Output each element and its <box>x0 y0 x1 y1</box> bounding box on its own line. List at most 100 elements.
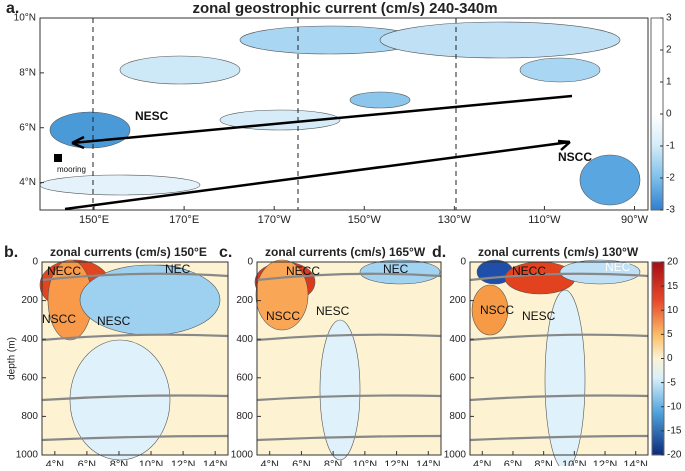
contour-region <box>69 339 171 461</box>
colorbar-tick-label: 20 <box>667 257 679 268</box>
mooring-marker <box>54 154 62 162</box>
colorbar-tick-label: -1 <box>666 141 675 152</box>
panel-title: zonal currents (cm/s) 130°W <box>478 245 639 259</box>
x-tick-label: 14°N <box>416 459 441 466</box>
annotation: NSCC <box>266 309 300 323</box>
x-tick-label: 8°N <box>110 459 129 466</box>
y-tick-label: 400 <box>21 334 38 345</box>
y-tick-label: 600 <box>21 372 38 383</box>
contour-region <box>39 174 201 196</box>
density-contour <box>256 333 442 342</box>
nscc-arrow <box>64 139 571 211</box>
y-tick-label: 1000 <box>444 450 467 461</box>
x-tick-label: 10°N <box>353 459 378 466</box>
x-tick-label: 8°N <box>534 459 553 466</box>
density-contour <box>469 434 649 442</box>
density-contour <box>41 272 229 282</box>
x-tick-label: 12°N <box>593 459 618 466</box>
plot-frame <box>256 261 442 456</box>
x-tick-label: 150°W <box>348 214 382 226</box>
x-tick-label: 4°N <box>46 459 65 466</box>
x-tick-label: 8°N <box>324 459 343 466</box>
y-tick-label: 200 <box>21 295 38 306</box>
y-tick-label: 200 <box>236 295 253 306</box>
contour-region <box>349 91 411 109</box>
colorbar-tick-label: 5 <box>667 329 673 340</box>
x-tick-label: 6°N <box>78 459 97 466</box>
y-tick-label: 0 <box>32 257 38 268</box>
y-tick-label: 400 <box>449 334 466 345</box>
colorbar-tick-label: -20 <box>667 450 682 461</box>
y-tick-label: 400 <box>236 334 253 345</box>
x-tick-label: 6°N <box>504 459 523 466</box>
panel-title: zonal geostrophic current (cm/s) 240-340… <box>192 0 497 17</box>
annotation: NESC <box>97 314 131 328</box>
plot-frame <box>39 17 649 211</box>
contour-region <box>379 21 621 59</box>
colorbar-tick-label: -5 <box>667 377 676 388</box>
y-tick-label: 200 <box>449 295 466 306</box>
colorbar-tick-label: 3 <box>666 13 672 24</box>
y-tick-label: 6°N <box>19 122 36 133</box>
contour-region <box>559 259 641 285</box>
colorbar-tick-label: 10 <box>667 305 679 316</box>
x-tick-label: 4°N <box>473 459 492 466</box>
contour-region <box>471 284 509 336</box>
y-tick-label: 800 <box>236 411 253 422</box>
y-tick-label: 800 <box>449 411 466 422</box>
colorbar-tick-label: -2 <box>666 173 675 184</box>
x-tick-label: 14°N <box>203 459 228 466</box>
x-tick-label: 4°N <box>260 459 279 466</box>
contour-region <box>219 109 341 131</box>
annotation: NESC <box>135 109 169 123</box>
y-tick-label: 4°N <box>19 177 36 188</box>
x-tick-label: 12°N <box>384 459 409 466</box>
annotation: NEC <box>383 262 409 276</box>
contour-region <box>319 319 361 461</box>
annotation: NECC <box>512 264 546 278</box>
density-contour <box>256 434 442 442</box>
density-contour <box>469 272 649 282</box>
x-tick-label: 150°E <box>79 214 109 226</box>
annotation: NECC <box>286 264 320 278</box>
panel-label: d. <box>432 244 446 261</box>
nesc-arrow <box>71 94 573 150</box>
colorbar-tick-label: 0 <box>666 109 672 120</box>
panel-title: zonal currents (cm/s) 165°W <box>265 245 426 259</box>
annotation: NEC <box>165 262 191 276</box>
y-tick-label: 1000 <box>231 450 254 461</box>
annotation: NECC <box>47 264 81 278</box>
colorbar-tick-label: 15 <box>667 281 679 292</box>
x-tick-label: 10°N <box>562 459 587 466</box>
contour-region <box>359 259 441 285</box>
y-axis-label: depth (m) <box>7 337 18 380</box>
contour-region <box>119 55 241 85</box>
colorbar-tick-label: 1 <box>666 77 672 88</box>
y-tick-label: 8°N <box>19 67 36 78</box>
contour-region <box>519 57 601 83</box>
panel-title: zonal currents (cm/s) 150°E <box>50 245 207 259</box>
density-contour <box>41 394 229 402</box>
x-tick-label: 12°N <box>171 459 196 466</box>
annotation: NSCC <box>480 303 514 317</box>
x-tick-label: 6°N <box>292 459 311 466</box>
density-contour <box>469 394 649 402</box>
annotation: NESC <box>316 304 350 318</box>
density-contour <box>256 394 442 402</box>
x-tick-label: 170°W <box>258 214 292 226</box>
y-tick-label: 1000 <box>16 450 39 461</box>
x-tick-label: 10°N <box>139 459 164 466</box>
density-contour <box>41 333 229 342</box>
colorbar-tick-label: -15 <box>667 426 682 437</box>
contour-region <box>579 154 641 206</box>
annotation: NEC <box>605 260 631 274</box>
y-tick-label: 600 <box>449 372 466 383</box>
plot-frame <box>41 261 229 456</box>
annotation: NSCC <box>42 312 76 326</box>
x-tick-label: 110°W <box>528 214 561 226</box>
density-contour <box>41 434 229 442</box>
panel-label: b. <box>4 244 18 261</box>
colorbar-tick-label: 0 <box>667 353 673 364</box>
x-tick-label: 130°W <box>438 214 472 226</box>
